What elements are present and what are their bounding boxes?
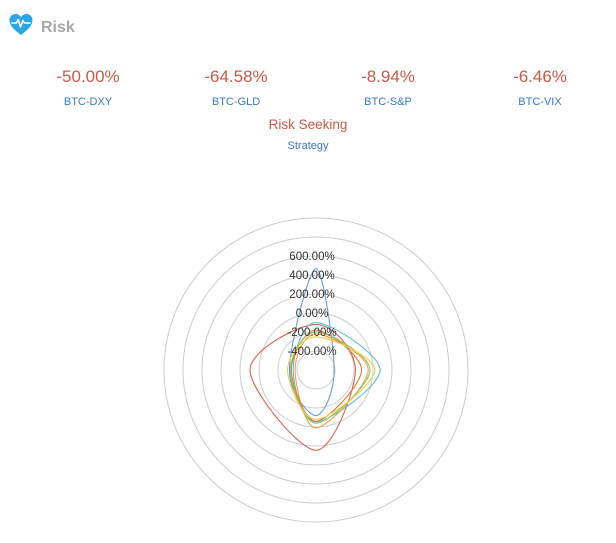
grid-ring <box>163 217 469 523</box>
metric-label: BTC-S&P <box>364 96 412 108</box>
risk-profile: Risk Seeking Strategy <box>0 116 616 152</box>
radar-grid <box>163 217 469 523</box>
grid-ring <box>182 236 450 504</box>
radar-series-1 <box>249 323 356 451</box>
grid-ring <box>220 274 412 466</box>
heart-pulse-icon <box>9 14 33 35</box>
metric-value: -6.46% <box>513 67 567 86</box>
metric-btc-vix: -6.46% BTC-VIX <box>470 66 610 108</box>
grid-ring <box>201 255 431 485</box>
grid-ring <box>258 312 374 428</box>
radar-tick-label: -400.00% <box>287 346 336 358</box>
widget-header: Risk <box>8 10 75 40</box>
radar-tick-label: -200.00% <box>287 327 336 339</box>
radar-series-5 <box>289 331 371 424</box>
radar-tick-label: 400.00% <box>289 270 334 282</box>
strategy-label: Strategy <box>287 140 329 152</box>
radar-series-3 <box>294 333 369 429</box>
metric-label: BTC-GLD <box>211 96 261 108</box>
metric-label: BTC-DXY <box>63 96 113 108</box>
metric-label: BTC-VIX <box>518 96 562 108</box>
widget-title: Risk <box>41 19 75 36</box>
correlation-metrics: -50.00% BTC-DXY -64.58% BTC-GLD -8.94% B… <box>0 66 616 116</box>
radar-tick-labels: -400.00% -200.00% 0.00% 200.00% 400.00% 600.0… <box>287 251 336 358</box>
grid-ring <box>296 350 336 390</box>
grid-ring <box>239 293 393 447</box>
radar-tick-label: 0.00% <box>296 308 329 320</box>
radar-series-6 <box>286 336 376 420</box>
metric-value: -64.58% <box>204 67 268 86</box>
metric-value: -50.00% <box>56 67 120 86</box>
radar-tick-label: 200.00% <box>289 289 334 301</box>
metric-btc-dxy: -50.00% BTC-DXY <box>18 66 158 108</box>
metric-value: -8.94% <box>361 67 415 86</box>
radar-series <box>249 267 381 451</box>
radar-series-4 <box>290 329 363 422</box>
radar-tick-label: 600.00% <box>289 251 334 263</box>
radar-series-0 <box>288 267 335 417</box>
metric-btc-sp: -8.94% BTC-S&P <box>318 66 458 108</box>
metric-btc-gld: -64.58% BTC-GLD <box>166 66 306 108</box>
risk-profile-label: Risk Seeking <box>268 117 348 132</box>
